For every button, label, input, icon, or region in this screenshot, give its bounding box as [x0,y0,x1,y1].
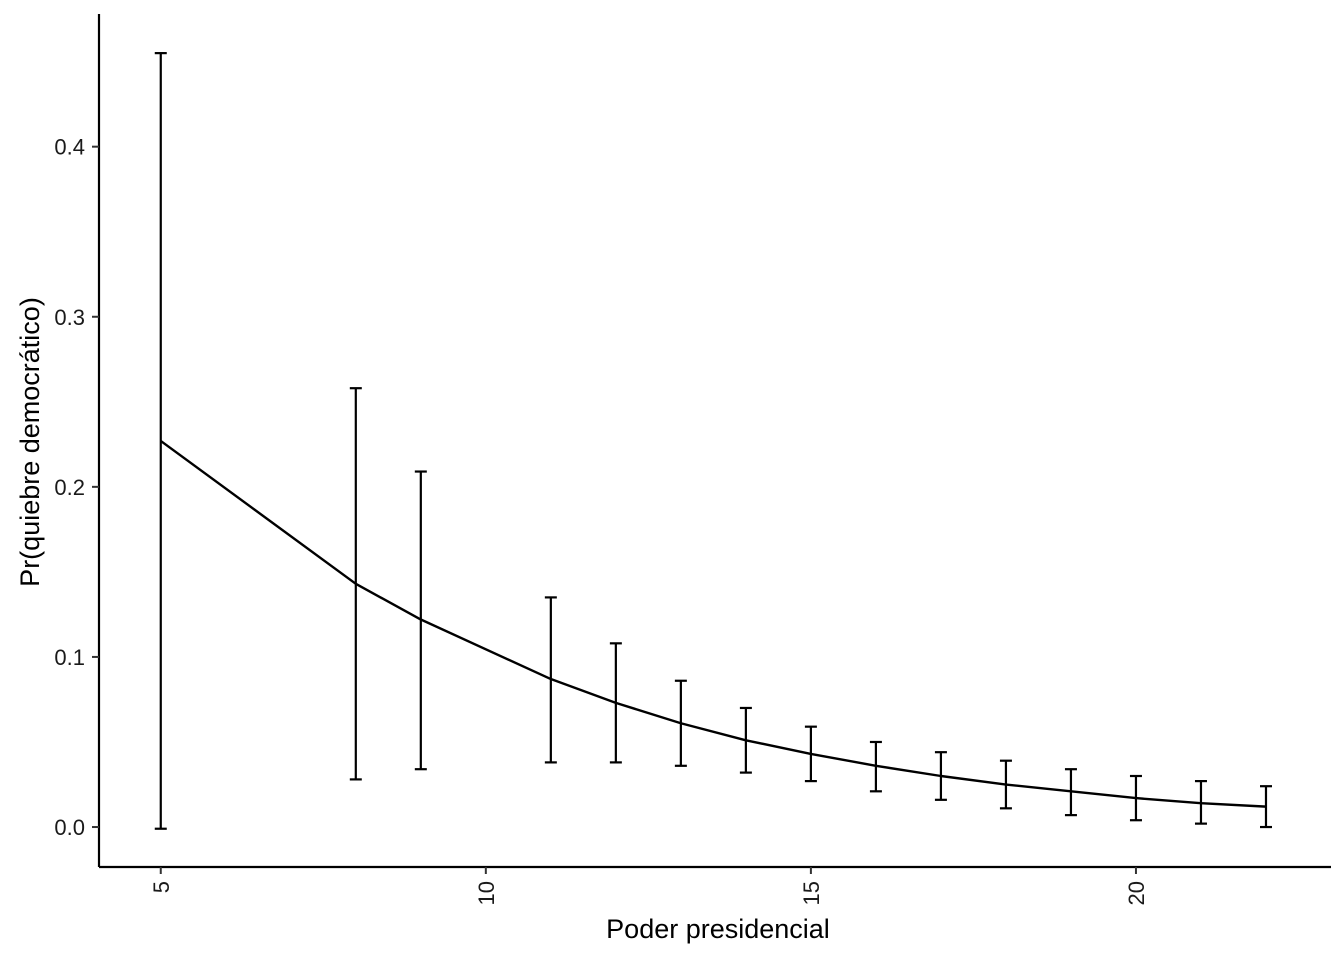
y-tick-label: 0.3 [54,305,85,330]
plot-marks [154,52,1272,830]
error-bar [609,642,622,764]
error-bar [414,470,427,771]
x-axis-ticks: 5 10 15 20 [149,867,1149,905]
error-bar [1194,780,1207,825]
x-tick-label: 15 [799,881,824,905]
y-axis-ticks: 0.0 0.1 0.2 0.3 0.4 [54,135,99,840]
x-tick-label: 5 [149,881,174,893]
error-bar [1129,774,1142,822]
y-tick-label: 0.1 [54,645,85,670]
error-bar [1259,785,1272,829]
error-bar [1064,768,1077,817]
x-axis-title: Poder presidencial [606,914,830,944]
x-tick-label: 10 [474,881,499,905]
error-bar [349,387,362,781]
error-bar [674,679,687,767]
error-bar [934,751,947,801]
error-bar [154,52,167,830]
y-tick-label: 0.0 [54,815,85,840]
error-bar [999,759,1012,810]
y-axis-title: Pr(quiebre democrático) [15,297,45,587]
error-bar [544,596,557,764]
y-tick-label: 0.2 [54,475,85,500]
y-tick-label: 0.4 [54,135,85,160]
error-bar [804,725,817,783]
error-bar [869,740,882,793]
error-bar [739,706,752,774]
x-tick-label: 20 [1124,881,1149,905]
